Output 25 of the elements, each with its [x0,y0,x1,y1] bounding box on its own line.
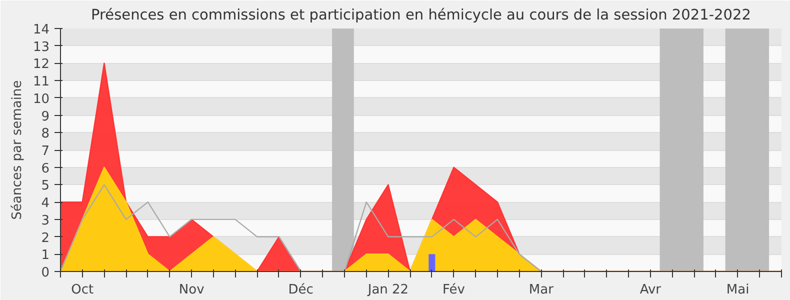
x-tick-label: Jan 22 [366,282,409,298]
x-tick-label: Déc [288,282,314,298]
x-tick-label: Avr [640,282,662,298]
y-tick-label: 2 [41,230,50,246]
x-tick-label: Mar [528,282,554,298]
y-tick-label: 8 [41,126,50,142]
x-tick-label: Oct [71,282,94,298]
y-tick-label: 14 [32,22,50,38]
y-tick-label: 12 [32,57,50,72]
y-tick-label: 6 [41,161,50,176]
x-tick-label: Mai [726,282,750,298]
y-tick-label: 0 [41,266,50,280]
chart-title: Présences en commissions et participation en hémicycle au cours de la session 2021-2022 [91,8,751,24]
y-tick-label: 13 [32,40,50,55]
y-tick-label: 4 [41,196,50,212]
x-tick-label: Nov [178,282,205,298]
x-tick-label: Fév [442,282,466,298]
y-tick-label: 5 [41,178,50,194]
y-tick-label: 9 [41,109,50,124]
y-tick-label: 10 [32,92,50,107]
y-tick-label: 11 [32,74,50,90]
y-tick-label: 7 [41,144,50,159]
y-tick-label: 3 [41,213,50,228]
y-tick-label: 1 [41,248,50,264]
y-axis-title: Séances par semaine [10,80,25,220]
